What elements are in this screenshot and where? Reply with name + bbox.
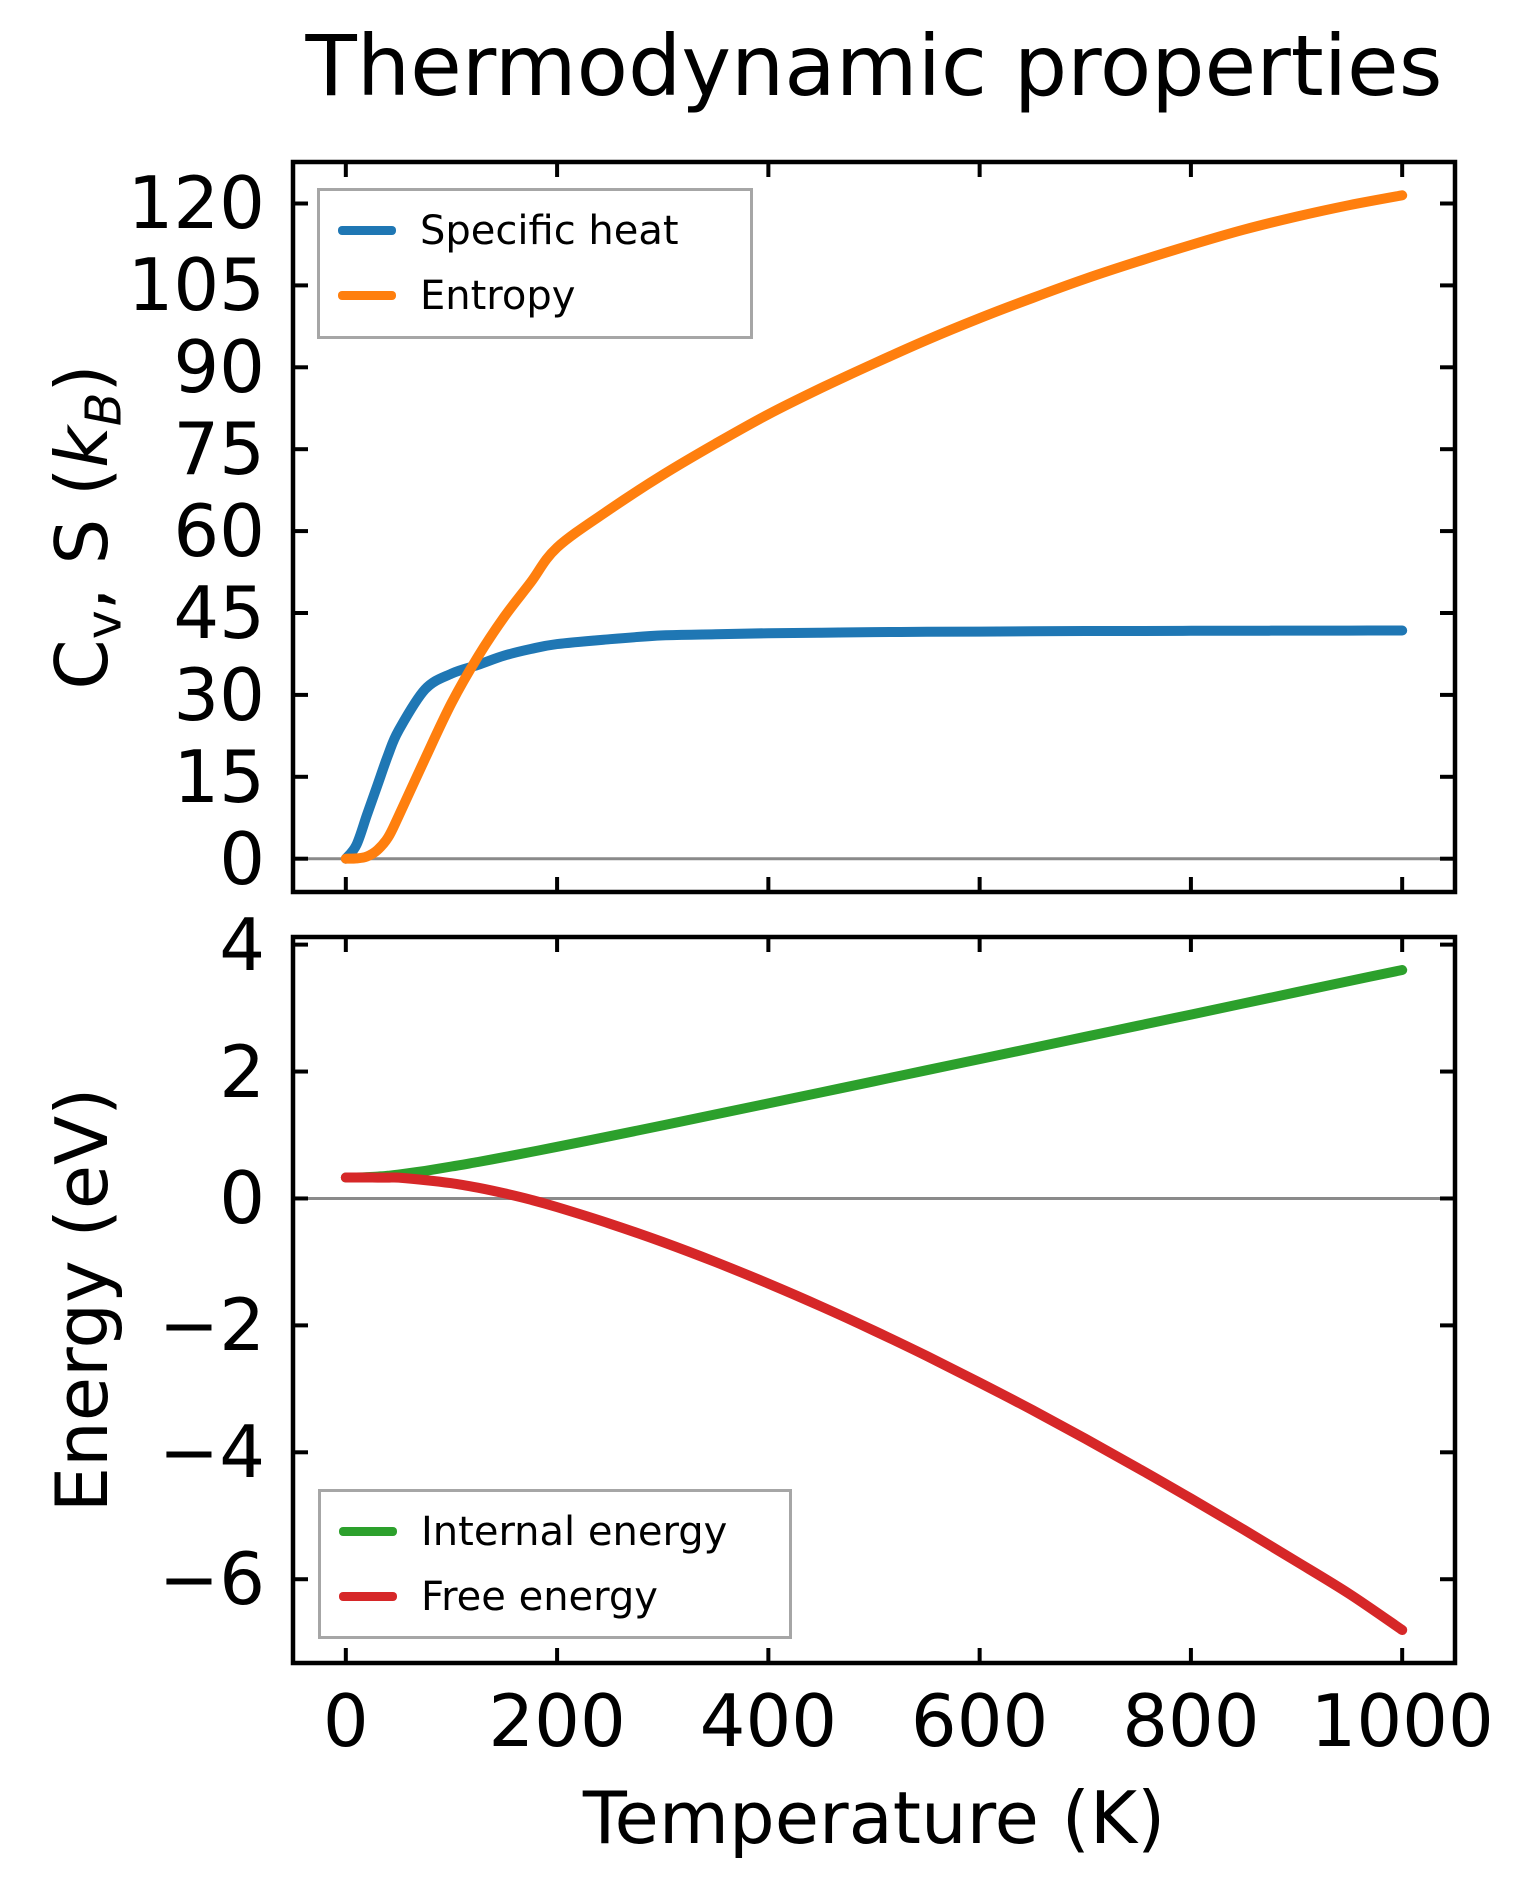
y-tick-label: 105 [127,243,265,328]
curve-entropy [340,190,1408,864]
legend-line-internal-energy-icon [339,1527,397,1536]
y-tick-label: 0 [219,816,265,901]
y-tick-label: 15 [173,734,265,819]
y-tick-label: 4 [219,902,265,987]
y-tick-label: 2 [219,1029,265,1114]
x-axis-label: Temperature (K) [582,1776,1166,1860]
legend-item-free-energy: Free energy [339,1564,789,1629]
x-tick-label: 0 [322,1679,369,1763]
legend-line-free-energy-icon [339,1592,397,1601]
y-tick-label: 0 [219,1156,265,1241]
legend-label-internal-energy: Internal energy [421,1508,728,1555]
y-tick-label: −6 [158,1537,265,1622]
legend-line-specific-heat-icon [338,226,396,235]
curve-free-energy [340,1172,1408,1635]
x-tick-label: 200 [488,1679,626,1763]
legend-label-free-energy: Free energy [421,1573,658,1620]
x-tick-label: 400 [699,1679,838,1763]
x-tick-label: 600 [910,1679,1049,1763]
y-tick-label: 120 [127,161,265,246]
y-tick-label: −2 [158,1283,265,1368]
x-tick-label: 1000 [1310,1679,1494,1763]
y-tick-label: 90 [173,325,265,410]
y-tick-label: −4 [158,1410,265,1495]
y-tick-label: 30 [173,652,265,737]
y-tick-label: 45 [173,570,265,655]
y-tick-label: 60 [173,489,265,574]
chart-title: Thermodynamic properties [305,17,1443,115]
curve-specific-heat [340,625,1408,864]
legend-line-entropy-icon [338,291,396,300]
axes-frame [290,159,1458,895]
legend-item-specific-heat: Specific heat [338,198,750,263]
axes-frame [290,934,1458,1666]
curve-internal-energy [340,965,1408,1183]
legend-top: Specific heat Entropy [317,188,753,339]
legend-bottom: Internal energy Free energy [318,1489,792,1639]
legend-item-entropy: Entropy [338,263,750,328]
legend-label-specific-heat: Specific heat [420,207,679,254]
legend-item-internal-energy: Internal energy [339,1499,789,1564]
x-tick-label: 800 [1122,1679,1260,1763]
legend-label-entropy: Entropy [420,272,576,319]
y-tick-label: 75 [173,407,265,492]
